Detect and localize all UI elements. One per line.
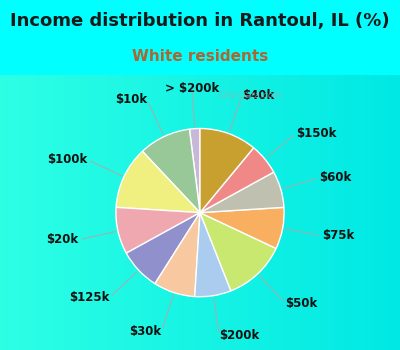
Text: $60k: $60k [320,172,352,184]
Text: $20k: $20k [46,233,78,246]
Wedge shape [200,148,274,212]
Text: $125k: $125k [69,291,109,304]
Text: $150k: $150k [296,127,336,140]
Wedge shape [200,207,284,248]
Text: Income distribution in Rantoul, IL (%): Income distribution in Rantoul, IL (%) [10,12,390,30]
Wedge shape [116,151,200,212]
Text: $50k: $50k [285,297,318,310]
Wedge shape [190,128,200,212]
Wedge shape [195,212,231,297]
Text: $100k: $100k [47,153,87,166]
Wedge shape [200,128,254,212]
Wedge shape [126,212,200,284]
Wedge shape [200,172,284,212]
Wedge shape [142,129,200,212]
Wedge shape [155,212,200,296]
Wedge shape [200,212,276,291]
Wedge shape [116,207,200,253]
Text: $200k: $200k [220,329,260,342]
Text: $30k: $30k [130,324,162,337]
Text: $40k: $40k [242,89,274,102]
Text: City-Data.com: City-Data.com [218,91,282,100]
Text: $10k: $10k [115,93,147,106]
Text: White residents: White residents [132,49,268,64]
Text: > $200k: > $200k [165,82,219,95]
Text: $75k: $75k [322,230,354,243]
